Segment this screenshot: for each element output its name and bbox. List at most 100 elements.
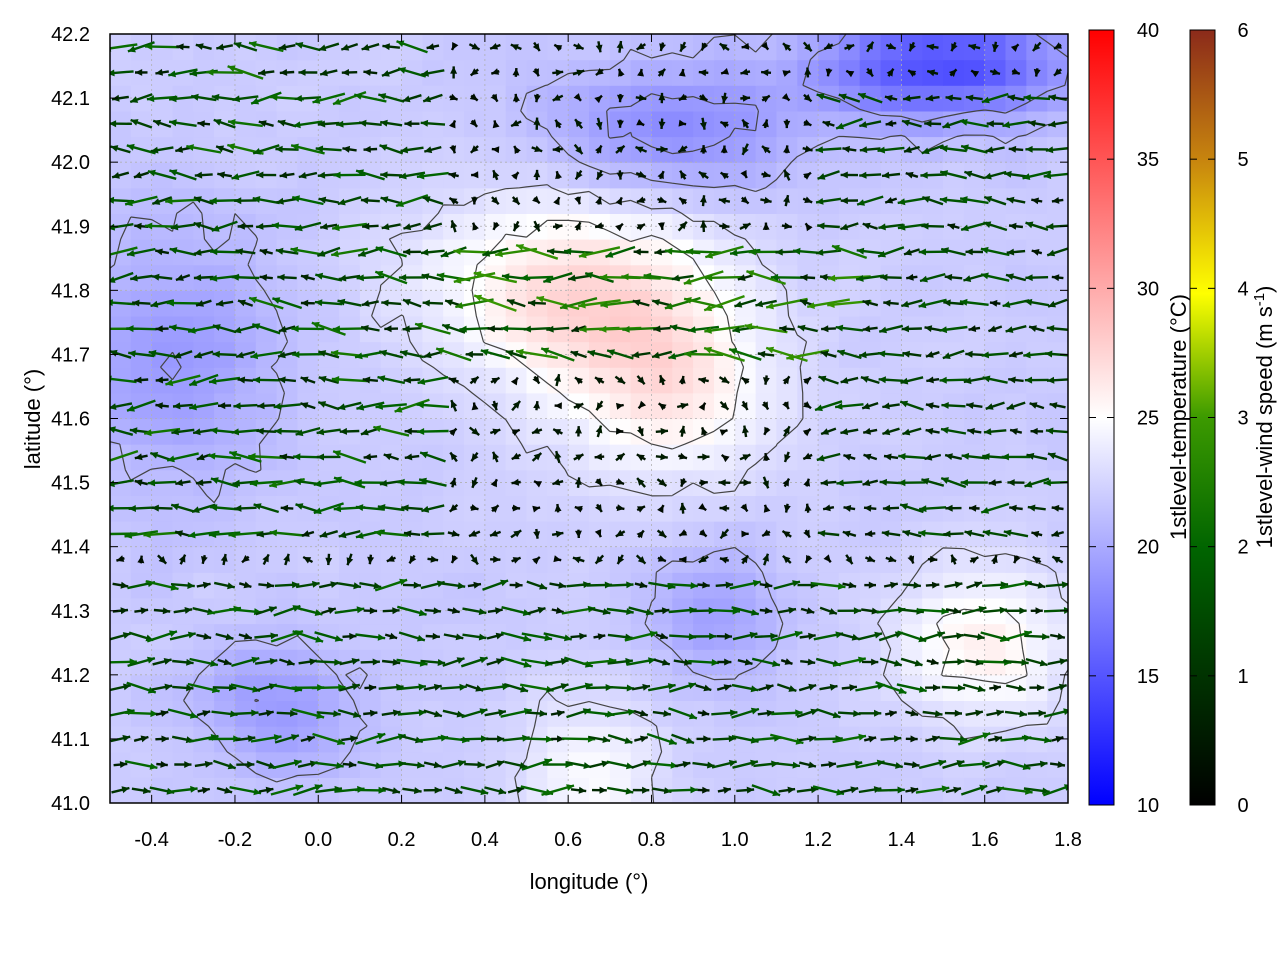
wind-arrow-head [162, 607, 171, 615]
wind-arrow [836, 760, 863, 768]
wind-arrow-head [898, 687, 907, 694]
wind-arrow [172, 658, 194, 666]
wind-arrow [341, 735, 358, 743]
wind-arrow [653, 658, 671, 666]
wind-arrow-head [351, 683, 360, 691]
wind-arrow-head [129, 658, 137, 666]
wind-arrow-head [497, 735, 505, 743]
wind-arrow-head [724, 658, 732, 666]
wind-arrow [420, 659, 446, 666]
wind-arrow [696, 735, 711, 743]
wind-arrow [754, 632, 778, 640]
wind-arrow [402, 581, 422, 589]
wind-arrow-head [868, 581, 876, 589]
wind-arrow [334, 606, 365, 614]
wind-arrow [381, 709, 401, 717]
wind-arrow [254, 658, 278, 665]
wind-arrow-head [702, 786, 710, 794]
wind-arrow-head [516, 786, 525, 794]
wind-arrow [1049, 761, 1066, 768]
wind-arrow-head [184, 761, 192, 768]
wind-arrow-head [897, 786, 905, 794]
wind-arrow [168, 785, 198, 794]
wind-arrow-head [770, 632, 778, 640]
wind-arrow-head [500, 579, 509, 587]
wind-arrow-head [639, 709, 648, 717]
wind-arrow [1004, 710, 1028, 718]
wind-arrow-head [306, 735, 315, 743]
wind-arrow-head [788, 607, 796, 614]
wind-arrow-head [690, 786, 698, 794]
wind-arrow-head [204, 760, 213, 768]
wind-arrow [945, 607, 962, 615]
wind-arrow [441, 759, 467, 769]
wind-arrow [811, 582, 846, 590]
wind-arrow [915, 785, 950, 794]
wind-arrow-head [808, 683, 817, 691]
wind-arrow [1043, 708, 1068, 718]
wind-arrow-head [369, 607, 378, 615]
wind-arrow-head [473, 581, 481, 589]
wind-arrow-head [189, 711, 198, 719]
wind-arrow [708, 607, 741, 615]
wind-arrow-head [807, 658, 816, 666]
wind-arrow-head [496, 658, 504, 665]
wind-arrow [551, 607, 564, 614]
wind-arrow [462, 607, 487, 616]
wind-arrow [925, 581, 940, 589]
wind-arrow [896, 683, 927, 693]
wind-arrow-head [999, 606, 1008, 614]
wind-arrow-head [858, 656, 866, 664]
wind-arrow [688, 659, 719, 666]
wind-arrow-head [334, 635, 343, 642]
wind-arrow [631, 683, 651, 691]
wind-arrow [773, 761, 801, 769]
wind-arrow-head [602, 736, 611, 743]
wind-arrow-head [202, 581, 211, 589]
wind-arrow [840, 786, 859, 794]
wind-arrow [1023, 787, 1050, 795]
wind-arrow-head [520, 685, 528, 693]
wind-arrow [355, 732, 386, 746]
wind-arrow-head [160, 761, 168, 768]
wind-arrow-head [369, 709, 378, 717]
wind-arrow-head [832, 711, 841, 719]
wind-arrow-head [1058, 683, 1067, 691]
wind-arrow [832, 656, 867, 667]
wind-arrow [443, 633, 464, 641]
wind-arrow-head [941, 785, 950, 793]
wind-arrow-head [432, 632, 440, 640]
wind-arrow [842, 581, 857, 589]
wind-arrow [861, 658, 879, 666]
wind-arrow [961, 606, 987, 616]
wind-arrow-head [122, 632, 131, 639]
wind-arrow [711, 709, 738, 717]
wind-arrow-head [496, 760, 505, 767]
wind-arrow [770, 630, 803, 642]
wind-arrow [274, 581, 300, 589]
wind-arrow [667, 786, 698, 794]
wind-arrow-head [640, 735, 648, 743]
wind-arrow [667, 582, 698, 590]
wind-arrow-head [938, 759, 947, 767]
wind-arrow [816, 708, 841, 719]
wind-arrow-head [795, 709, 803, 717]
wind-arrow [922, 710, 943, 718]
wind-arrow [983, 606, 1008, 614]
wind-arrow-head [682, 761, 691, 768]
wind-arrow-head [253, 788, 262, 796]
wind-arrow [447, 607, 460, 614]
wind-arrow [654, 607, 670, 615]
wind-arrow [880, 735, 902, 743]
wind-arrow [110, 658, 137, 666]
wind-arrow-head [649, 630, 658, 638]
wind-arrow [196, 581, 211, 589]
wind-vectors [110, 40, 1068, 797]
wind-arrow [900, 657, 923, 667]
wind-arrow [131, 787, 151, 794]
wind-arrow [312, 732, 346, 746]
wind-arrow-head [1057, 761, 1065, 768]
wind-arrow [570, 786, 587, 794]
wind-arrow-head [893, 659, 902, 667]
wind-arrow-head [270, 632, 278, 640]
